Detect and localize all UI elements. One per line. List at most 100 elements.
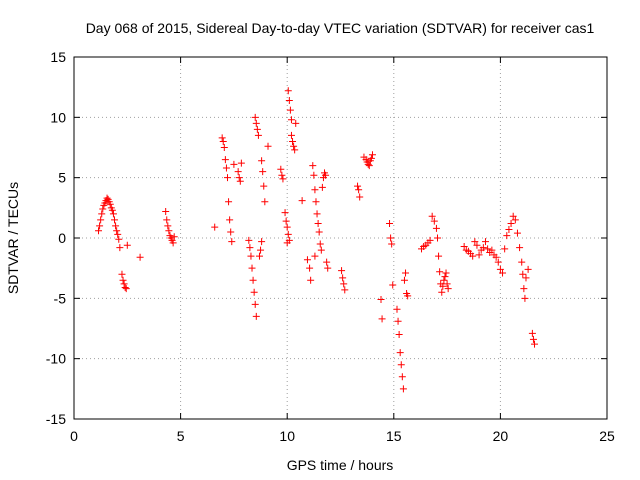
data-point [367,154,375,162]
data-point [479,244,487,252]
data-point [163,216,171,224]
x-tick-label: 20 [493,428,509,444]
y-tick-label: 5 [58,170,66,186]
data-point [258,238,266,246]
data-point [120,280,128,288]
data-point [118,270,126,278]
data-point [249,276,257,284]
data-point [281,209,289,217]
data-point [439,282,447,290]
data-point [395,331,403,339]
data-point [475,251,483,259]
data-point [511,216,519,224]
data-point [505,226,513,234]
data-point [394,317,402,325]
y-tick-label: -10 [46,351,66,367]
data-point [443,280,451,288]
data-point [291,146,299,154]
data-point [340,280,348,288]
data-point [283,223,291,231]
data-point [503,232,511,240]
data-point [441,273,449,281]
data-point [492,253,500,261]
data-point [516,244,524,252]
data-point [264,142,272,150]
data-point [484,245,492,253]
data-point [398,373,406,381]
data-point [404,292,412,300]
data-point [438,288,446,296]
data-point [306,264,314,272]
data-point [426,236,434,244]
data-point [258,157,266,165]
data-point [287,131,295,139]
data-point [368,151,376,159]
data-point [513,229,521,237]
y-axis-label: SDTVAR / TECUs [5,182,21,294]
data-point [225,198,233,206]
data-point [282,217,290,225]
data-point [211,223,219,231]
data-point [230,160,238,168]
data-point [106,200,114,208]
data-point [309,162,317,170]
data-point [303,256,311,264]
data-point [311,186,319,194]
data-point [235,174,243,182]
y-tick-label: -5 [54,290,67,306]
data-point [531,340,539,348]
data-point [323,258,331,266]
data-point [279,175,287,183]
data-point [397,361,405,369]
data-point [354,182,362,190]
data-point [310,171,318,179]
data-point [115,235,123,243]
data-point [338,267,346,275]
data-point [103,194,111,202]
data-point [245,236,253,244]
data-point [108,206,116,214]
data-point [219,137,227,145]
x-tick-label: 5 [177,428,185,444]
data-point [290,142,298,150]
data-point [226,216,234,224]
chart-title: Day 068 of 2015, Sidereal Day-to-day VTE… [86,20,595,36]
data-point [400,276,408,284]
data-point [99,205,107,213]
data-point [388,240,396,248]
data-point [164,222,172,230]
y-tick-label: 15 [50,49,66,65]
data-point [339,274,347,282]
data-point [113,227,121,235]
x-axis-label: GPS time / hours [287,457,394,473]
data-point [322,171,330,179]
data-point [402,269,410,277]
data-point [278,171,286,179]
data-point [255,252,263,260]
data-point [227,228,235,236]
data-point [218,134,226,142]
data-point [481,238,489,246]
data-point [377,296,385,304]
data-point [430,217,438,225]
data-point [518,258,526,266]
data-point [356,193,364,201]
data-point [109,210,117,218]
data-point [252,312,260,320]
data-point [97,216,105,224]
data-point [111,216,119,224]
data-point [529,335,537,343]
data-point [285,96,293,104]
data-point [435,252,443,260]
data-point [509,212,517,220]
data-point [114,230,122,238]
data-point [311,252,319,260]
data-point [432,224,440,232]
data-point [259,168,267,176]
data-point [283,239,291,247]
data-point [136,253,144,261]
data-point [434,234,442,242]
x-tick-label: 10 [279,428,295,444]
data-point [162,207,170,215]
data-point [292,119,300,127]
